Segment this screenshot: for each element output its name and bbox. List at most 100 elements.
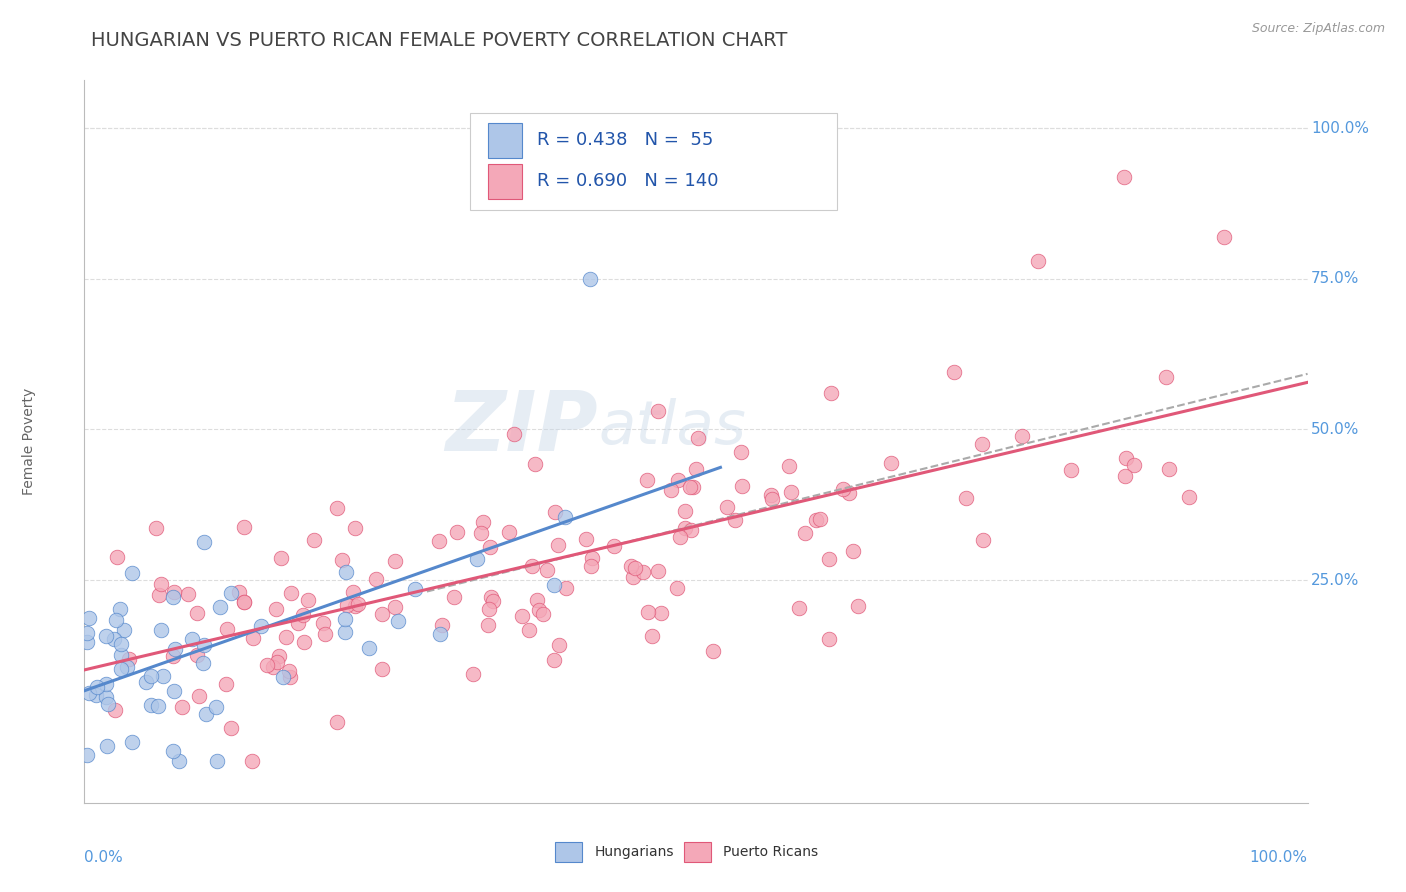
Point xyxy=(1123,458,1146,473)
Point xyxy=(1026,253,1049,268)
Point xyxy=(724,513,747,527)
Point xyxy=(371,662,394,676)
Point xyxy=(787,601,810,615)
Point xyxy=(482,594,505,608)
Point xyxy=(446,524,468,539)
Point xyxy=(636,473,658,487)
Point xyxy=(333,624,356,639)
Point xyxy=(666,581,689,595)
Bar xyxy=(555,842,582,862)
Point xyxy=(276,630,298,644)
Point xyxy=(139,698,162,712)
Point xyxy=(685,461,707,475)
Point xyxy=(544,505,567,519)
Point xyxy=(631,565,654,579)
Point xyxy=(148,588,170,602)
Point xyxy=(291,607,314,622)
Point xyxy=(682,480,704,494)
Point xyxy=(1060,463,1083,477)
Point xyxy=(804,513,827,527)
Point xyxy=(848,599,870,613)
Point xyxy=(1154,369,1177,384)
Bar xyxy=(683,842,710,862)
Point xyxy=(266,655,288,669)
Text: Hungarians: Hungarians xyxy=(595,845,673,859)
Point xyxy=(172,699,194,714)
Point xyxy=(97,697,120,711)
Point xyxy=(94,676,117,690)
Point xyxy=(526,593,548,607)
Point xyxy=(637,605,659,619)
Point xyxy=(149,577,172,591)
Point xyxy=(681,524,703,538)
Point xyxy=(76,635,98,649)
Point xyxy=(371,607,394,622)
Text: 75.0%: 75.0% xyxy=(1312,271,1360,286)
Point xyxy=(270,551,292,566)
Point xyxy=(110,662,132,676)
Point xyxy=(228,585,250,599)
Point xyxy=(277,664,299,678)
Point xyxy=(477,618,499,632)
Text: 100.0%: 100.0% xyxy=(1250,850,1308,864)
Point xyxy=(702,644,724,658)
Point xyxy=(139,669,162,683)
Point xyxy=(517,623,540,637)
Point xyxy=(502,426,524,441)
Point xyxy=(621,570,644,584)
Point xyxy=(250,619,273,633)
Point xyxy=(219,586,242,600)
Point xyxy=(342,585,364,599)
Point xyxy=(817,552,839,566)
Point xyxy=(335,565,357,579)
Point xyxy=(108,601,131,615)
Point xyxy=(955,491,977,506)
Point xyxy=(673,521,696,535)
Point xyxy=(267,649,290,664)
Point xyxy=(1157,462,1180,476)
Point xyxy=(387,614,409,628)
Point xyxy=(465,552,488,566)
Point xyxy=(297,593,319,607)
Point xyxy=(650,606,672,620)
Point xyxy=(167,754,190,768)
Point xyxy=(427,533,450,548)
Point xyxy=(668,530,690,544)
Point xyxy=(94,690,117,705)
Point xyxy=(679,480,702,494)
Point xyxy=(523,457,546,471)
Point xyxy=(820,385,842,400)
Point xyxy=(209,600,232,615)
Point xyxy=(479,591,502,605)
Point xyxy=(163,684,186,698)
Point xyxy=(314,627,336,641)
Point xyxy=(641,629,664,643)
Text: 0.0%: 0.0% xyxy=(84,850,124,864)
Point xyxy=(443,590,465,604)
Point xyxy=(188,689,211,703)
Point xyxy=(86,680,108,694)
Text: R = 0.438   N =  55: R = 0.438 N = 55 xyxy=(537,131,713,149)
Point xyxy=(110,648,132,663)
Point xyxy=(579,272,602,286)
Point xyxy=(520,558,543,573)
Point xyxy=(292,635,315,649)
Point xyxy=(543,578,565,592)
Point xyxy=(478,540,501,554)
Point xyxy=(271,670,294,684)
Point xyxy=(84,688,107,702)
Point xyxy=(623,561,645,575)
Point xyxy=(575,532,598,546)
Point xyxy=(659,483,682,497)
Point xyxy=(778,458,800,473)
Point xyxy=(357,640,380,655)
Point xyxy=(193,656,215,670)
Point xyxy=(232,595,254,609)
Point xyxy=(1114,468,1136,483)
Bar xyxy=(488,123,522,158)
Text: ZIP: ZIP xyxy=(446,386,598,467)
Point xyxy=(808,512,831,526)
Point xyxy=(278,670,301,684)
Point xyxy=(77,686,100,700)
Point xyxy=(104,703,127,717)
